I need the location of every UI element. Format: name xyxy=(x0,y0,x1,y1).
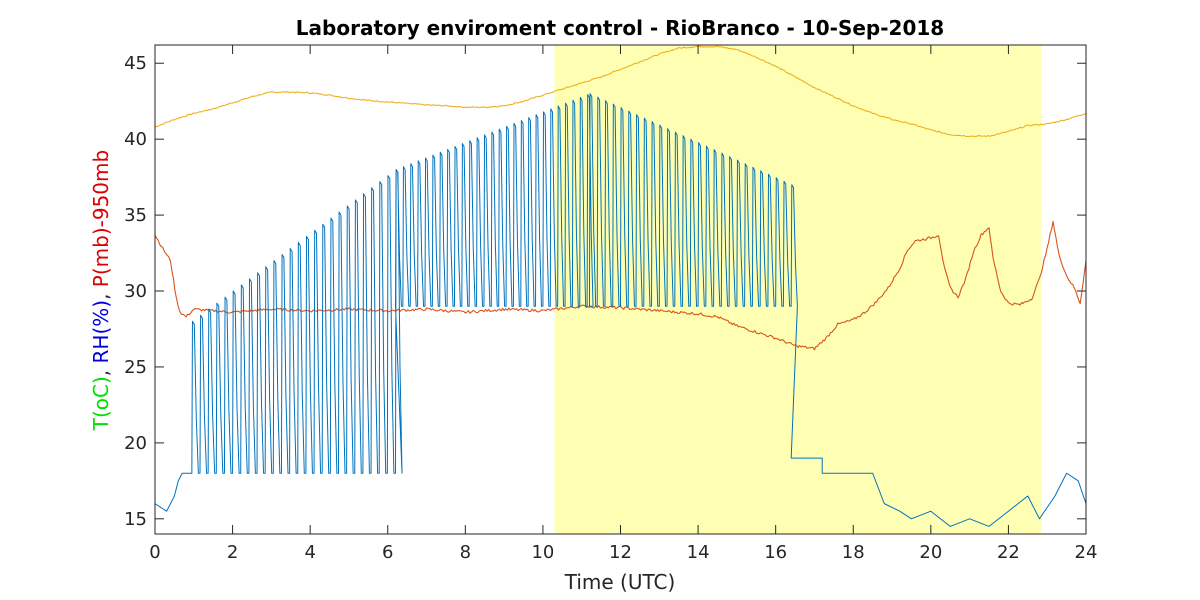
x-tick-label: 0 xyxy=(149,542,160,563)
y-tick-label: 15 xyxy=(124,509,147,530)
y-tick-label: 40 xyxy=(124,129,147,150)
x-tick-label: 4 xyxy=(304,542,315,563)
x-tick-label: 22 xyxy=(997,542,1020,563)
y-label-part: RH(%) xyxy=(89,300,113,364)
x-tick-label: 16 xyxy=(764,542,787,563)
y-label-part: , xyxy=(89,363,113,376)
x-tick-label: 12 xyxy=(609,542,632,563)
y-tick-label: 25 xyxy=(124,357,147,378)
y-label-part: P(mb)-950mb xyxy=(89,150,113,287)
x-axis-label: Time (UTC) xyxy=(564,570,676,594)
x-tick-label: 6 xyxy=(382,542,393,563)
x-tick-label: 10 xyxy=(531,542,554,563)
y-tick-label: 20 xyxy=(124,433,147,454)
series-line-humidity xyxy=(155,93,1086,527)
x-tick-label: 20 xyxy=(919,542,942,563)
y-label-part: , xyxy=(89,287,113,300)
chart-title: Laboratory enviroment control - RioBranc… xyxy=(296,16,944,40)
x-tick-label: 2 xyxy=(227,542,238,563)
series-line-pressure xyxy=(155,220,1086,351)
series-line-temperature xyxy=(155,45,1086,138)
shaded-region xyxy=(554,45,1042,534)
y-tick-label: 35 xyxy=(124,205,147,226)
y-label-part: T(oC) xyxy=(89,376,113,431)
y-tick-label: 45 xyxy=(124,53,147,74)
x-tick-label: 8 xyxy=(460,542,471,563)
x-tick-label: 24 xyxy=(1075,542,1098,563)
y-axis-label: T(oC), RH(%), P(mb)-950mb xyxy=(89,150,113,431)
x-tick-label: 18 xyxy=(842,542,865,563)
y-tick-label: 30 xyxy=(124,281,147,302)
x-tick-label: 14 xyxy=(687,542,710,563)
